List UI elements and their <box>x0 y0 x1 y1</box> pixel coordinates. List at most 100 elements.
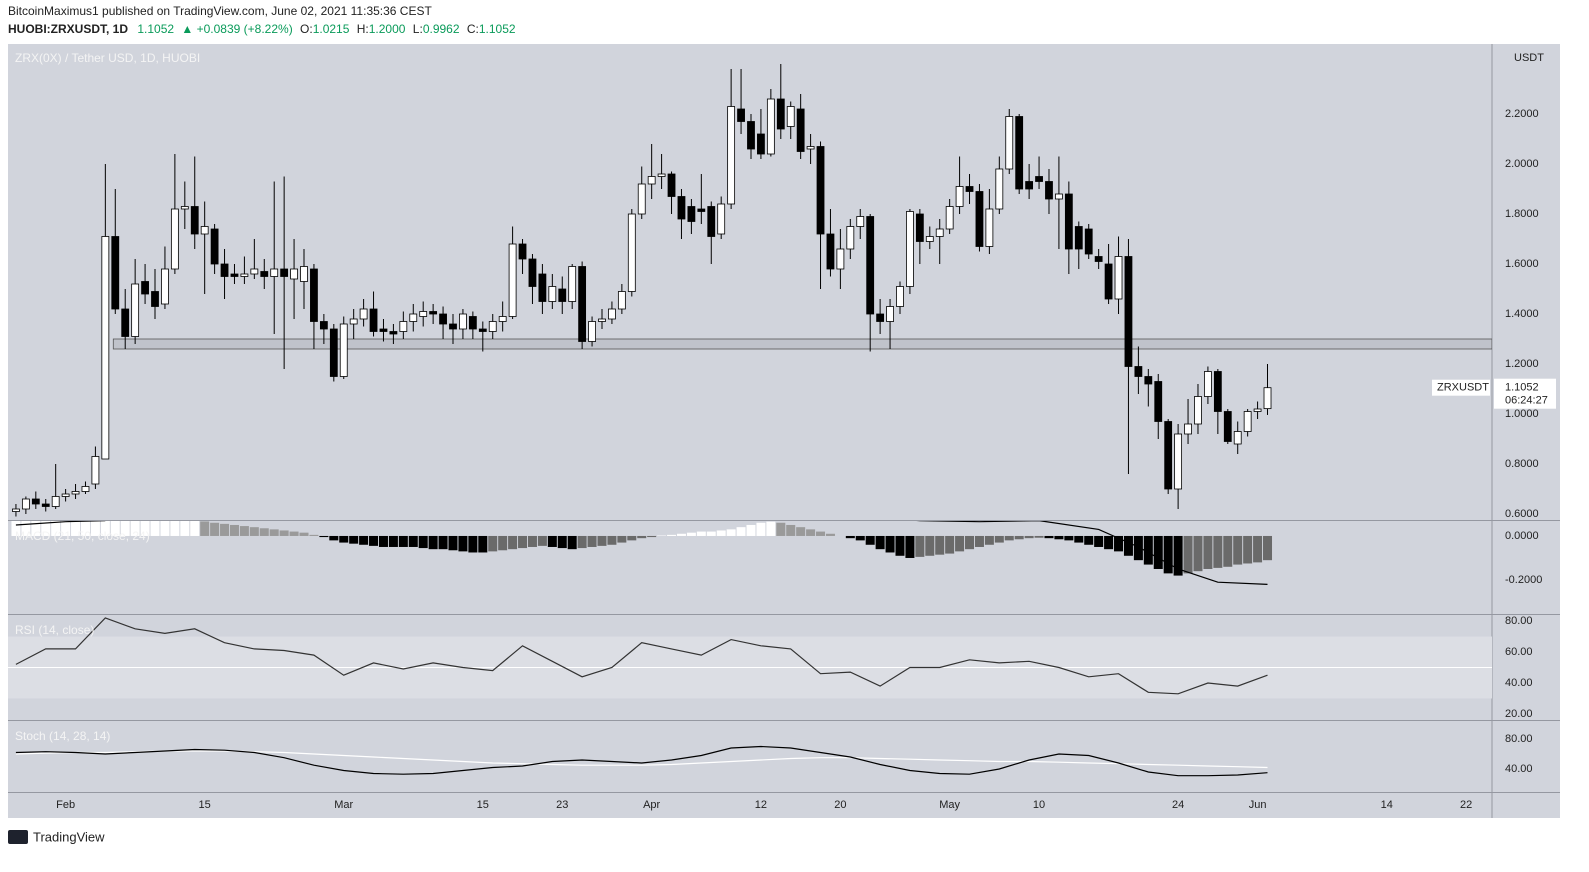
x-tick-label: Feb <box>56 799 75 811</box>
macd-bar <box>627 536 636 540</box>
l-value: 0.9962 <box>423 22 460 36</box>
y-tick-label: 1.2000 <box>1505 358 1539 370</box>
h-label: H: <box>357 22 369 36</box>
candle-body <box>92 457 99 485</box>
macd-bar <box>280 530 289 536</box>
candle-body <box>450 324 457 329</box>
macd-bar <box>369 536 378 546</box>
macd-bar <box>1223 536 1232 567</box>
candle-body <box>658 174 665 177</box>
candle-body <box>777 99 784 129</box>
candle-body <box>509 244 516 317</box>
o-value: 1.0215 <box>313 22 350 36</box>
candle-body <box>72 492 79 495</box>
candle-body <box>906 212 913 287</box>
macd-bar <box>439 536 448 549</box>
macd-bar <box>379 536 388 547</box>
candle-body <box>569 267 576 302</box>
candle-body <box>857 217 864 227</box>
candle-body <box>231 274 238 277</box>
candle-body <box>251 269 258 274</box>
candle-body <box>1145 377 1152 385</box>
macd-bar <box>707 532 716 536</box>
candle-body <box>996 169 1003 209</box>
macd-bar <box>458 536 467 551</box>
macd-bar <box>1084 536 1093 545</box>
macd-bar <box>1094 536 1103 547</box>
candle-body <box>1254 409 1261 412</box>
last-price: 1.1052 <box>1505 382 1539 394</box>
candle-body <box>797 109 804 152</box>
macd-bar <box>558 536 567 548</box>
candle-body <box>688 207 695 222</box>
candle-body <box>161 269 168 304</box>
candle-body <box>837 249 844 269</box>
pane-title: RSI (14, close) <box>15 623 94 637</box>
macd-bar <box>1054 536 1063 539</box>
macd-bar <box>806 529 815 536</box>
x-tick-label: 15 <box>199 799 211 811</box>
macd-bar <box>429 536 438 549</box>
macd-bar <box>170 521 179 536</box>
support-zone <box>113 339 1492 349</box>
candle-body <box>887 307 894 322</box>
candle-body <box>102 237 109 460</box>
macd-bar <box>697 532 706 536</box>
macd-bar <box>1203 536 1212 569</box>
macd-bar <box>886 536 895 553</box>
y-tick-label: 1.4000 <box>1505 308 1539 320</box>
macd-bar <box>498 536 507 550</box>
macd-bar <box>826 534 835 536</box>
candle-body <box>1214 372 1221 412</box>
candle-body <box>1264 388 1271 409</box>
candle-body <box>171 209 178 269</box>
macd-bar <box>389 536 398 547</box>
macd-bar <box>1025 536 1034 538</box>
candle-body <box>628 214 635 292</box>
macd-bar <box>349 536 358 544</box>
candle-body <box>1185 424 1192 434</box>
x-tick-label: 12 <box>755 799 767 811</box>
macd-bar <box>419 536 428 548</box>
candle-body <box>281 269 288 277</box>
candle-body <box>1085 229 1092 254</box>
macd-bar <box>737 527 746 536</box>
candle-body <box>1016 117 1023 190</box>
macd-bar <box>478 536 487 553</box>
y-tick-label: 1.6000 <box>1505 258 1539 270</box>
axis-unit: USDT <box>1514 52 1544 64</box>
macd-bar <box>538 536 547 546</box>
candle-body <box>390 332 397 335</box>
macd-bar <box>1164 536 1173 573</box>
macd-bar <box>1015 536 1024 539</box>
candle-body <box>380 329 387 332</box>
macd-bar <box>895 536 904 556</box>
macd-bar <box>637 536 646 538</box>
macd-bar <box>518 536 527 548</box>
candle-body <box>718 204 725 234</box>
candle-body <box>787 107 794 127</box>
candle-body <box>62 494 69 497</box>
y-tick-label: 80.00 <box>1505 615 1533 627</box>
candle-body <box>1165 422 1172 490</box>
pane-title: MACD (21, 50, close, 24) <box>15 529 150 543</box>
candle-body <box>301 267 308 282</box>
brand: TradingView <box>33 829 105 844</box>
macd-bar <box>717 530 726 536</box>
logo: TradingView <box>8 829 105 844</box>
macd-bar <box>190 521 199 536</box>
candle-body <box>241 274 248 277</box>
candle-body <box>1244 412 1251 432</box>
candle-body <box>1224 412 1231 442</box>
candle-body <box>986 209 993 247</box>
candle-body <box>142 282 149 295</box>
candle-body <box>52 497 59 507</box>
x-tick-label: Mar <box>334 799 353 811</box>
pane-title: Stoch (14, 28, 14) <box>15 729 110 743</box>
candle-body <box>469 317 476 330</box>
y-tick-label: 40.00 <box>1505 677 1533 689</box>
macd-bar <box>339 536 348 543</box>
macd-bar <box>1035 536 1044 538</box>
